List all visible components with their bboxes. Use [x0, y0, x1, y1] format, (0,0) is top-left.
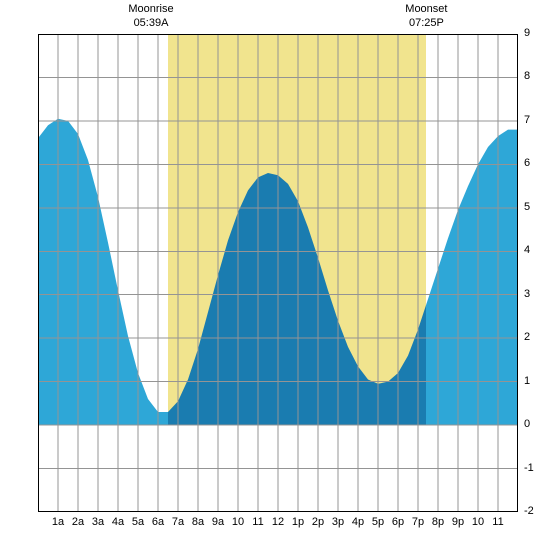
moonset-annotation: Moonset07:25P [396, 2, 456, 31]
x-tick-label: 5a [128, 516, 148, 528]
y-tick-label: 7 [524, 114, 530, 126]
annotation-label: Moonrise [121, 2, 181, 16]
x-tick-label: 4p [348, 516, 368, 528]
x-tick-label: 3a [88, 516, 108, 528]
y-tick-label: 3 [524, 288, 530, 300]
y-tick-label: -1 [524, 462, 534, 474]
y-tick-label: 6 [524, 157, 530, 169]
plot-area [38, 34, 518, 512]
x-tick-label: 2a [68, 516, 88, 528]
x-tick-label: 7p [408, 516, 428, 528]
annotation-time: 05:39A [121, 16, 181, 30]
x-tick-label: 10 [468, 516, 488, 528]
x-tick-label: 9p [448, 516, 468, 528]
chart-svg [38, 34, 518, 512]
x-tick-label: 8p [428, 516, 448, 528]
x-tick-label: 3p [328, 516, 348, 528]
x-tick-label: 4a [108, 516, 128, 528]
annotation-label: Moonset [396, 2, 456, 16]
x-tick-label: 6p [388, 516, 408, 528]
x-tick-label: 1p [288, 516, 308, 528]
y-tick-label: 1 [524, 375, 530, 387]
x-tick-label: 9a [208, 516, 228, 528]
x-tick-label: 1a [48, 516, 68, 528]
tide-chart: Moonrise05:39AMoonset07:25P -2-101234567… [0, 0, 550, 550]
y-tick-label: 2 [524, 331, 530, 343]
x-tick-label: 6a [148, 516, 168, 528]
x-tick-label: 5p [368, 516, 388, 528]
x-tick-label: 2p [308, 516, 328, 528]
annotation-time: 07:25P [396, 16, 456, 30]
x-tick-label: 12 [268, 516, 288, 528]
moonrise-annotation: Moonrise05:39A [121, 2, 181, 31]
y-tick-label: -2 [524, 505, 534, 517]
y-tick-label: 8 [524, 70, 530, 82]
y-tick-label: 4 [524, 244, 530, 256]
y-tick-label: 0 [524, 418, 530, 430]
y-tick-label: 5 [524, 201, 530, 213]
x-tick-label: 7a [168, 516, 188, 528]
y-tick-label: 9 [524, 27, 530, 39]
x-tick-label: 10 [228, 516, 248, 528]
x-tick-label: 11 [248, 516, 268, 528]
x-tick-label: 11 [488, 516, 508, 528]
x-tick-label: 8a [188, 516, 208, 528]
